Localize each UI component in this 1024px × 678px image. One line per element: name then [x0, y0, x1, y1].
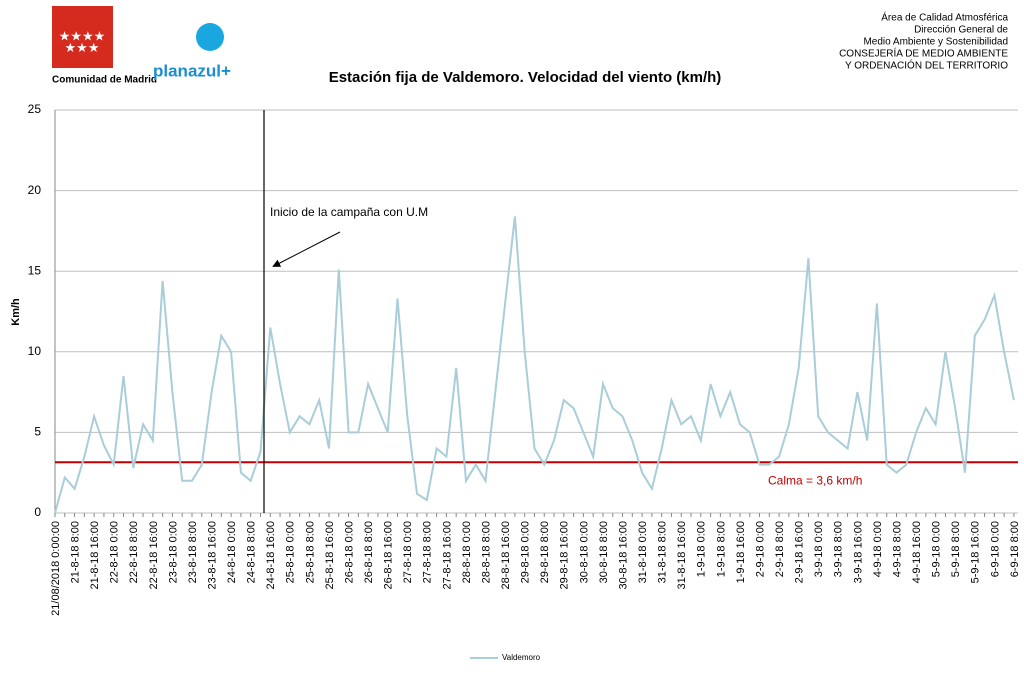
- x-tick-label: 28-8-18 0:00: [461, 521, 473, 583]
- x-tick-label: 2-9-18 16:00: [794, 521, 806, 583]
- y-tick-label: 10: [28, 344, 42, 358]
- x-tick-label: 27-8-18 0:00: [402, 521, 414, 583]
- agency-line: CONSEJERÍA DE MEDIO AMBIENTE: [839, 47, 1008, 60]
- x-tick-label: 30-8-18 8:00: [598, 521, 610, 583]
- x-tick-label: 5-9-18 8:00: [950, 521, 962, 577]
- x-tick-label: 27-8-18 8:00: [422, 521, 434, 583]
- x-tick-label: 31-8-18 0:00: [637, 521, 649, 583]
- y-tick-label: 5: [34, 425, 41, 439]
- plot: 0 5 10 15 20 25 21/08/2018 0:00:00 21-8-18 8:00…: [28, 102, 1021, 662]
- x-tick-label: 1-9-18 0:00: [696, 521, 708, 577]
- x-tick-label: 29-8-18 16:00: [559, 521, 571, 590]
- x-tick-label: 26-8-18 16:00: [383, 521, 395, 590]
- y-tick-label: 20: [28, 183, 42, 197]
- calm-label: Calma = 3,6 km/h: [768, 473, 862, 487]
- agency-line: Dirección General de: [914, 25, 1008, 36]
- x-tick-label: 2-9-18 0:00: [754, 521, 766, 577]
- x-tick-label: 1-9-18 16:00: [735, 521, 747, 583]
- madrid-flag: [52, 6, 113, 68]
- x-tick-label: 28-8-18 16:00: [500, 521, 512, 590]
- x-tick-label: 30-8-18 0:00: [578, 521, 590, 583]
- x-tick-label: 24-8-18 8:00: [246, 521, 258, 583]
- x-tick-label: 27-8-18 16:00: [441, 521, 453, 590]
- x-tick-label: 21-8-18 8:00: [69, 521, 81, 583]
- x-tick-label: 31-8-18 16:00: [676, 521, 688, 590]
- logo-left: Comunidad de Madrid: [52, 75, 157, 86]
- x-tick-label: 6-9-18 0:00: [989, 521, 1001, 577]
- x-tick-label: 21/08/2018 0:00:00: [50, 521, 62, 616]
- x-tick-label: 5-9-18 0:00: [931, 521, 943, 577]
- x-tick-label: 28-8-18 8:00: [480, 521, 492, 583]
- y-tick-label: 0: [34, 505, 41, 519]
- agency-line: Medio Ambiente y Sostenibilidad: [863, 37, 1008, 48]
- x-tick-label: 31-8-18 8:00: [657, 521, 669, 583]
- data-line: [54, 216, 1015, 514]
- chart-title: Estación fija de Valdemoro. Velocidad de…: [329, 69, 722, 86]
- planazul-icon: [196, 23, 224, 51]
- x-tick-label: 26-8-18 0:00: [343, 521, 355, 583]
- header: ★★★★ ★★★ Comunidad de Madrid planazul+ Ár…: [52, 6, 1008, 86]
- x-tick-label: 3-9-18 8:00: [833, 521, 845, 577]
- x-tick-label: 4-9-18 8:00: [891, 521, 903, 577]
- x-tick-label: 29-8-18 0:00: [520, 521, 532, 583]
- x-tick-label: 23-8-18 8:00: [187, 521, 199, 583]
- x-tick-label: 6-9-18 8:00: [1009, 521, 1021, 577]
- x-tick-label: 25-8-18 0:00: [285, 521, 297, 583]
- x-tick-label: 21-8-18 16:00: [89, 521, 101, 590]
- x-tick-label: 29-8-18 8:00: [539, 521, 551, 583]
- x-tick-label: 22-8-18 16:00: [148, 521, 160, 590]
- x-tick-label: 2-9-18 8:00: [774, 521, 786, 577]
- y-axis-label: Km/h: [10, 298, 22, 326]
- x-tick-label: 3-9-18 16:00: [852, 521, 864, 583]
- y-tick-label: 15: [28, 263, 42, 277]
- x-tick-label: 30-8-18 16:00: [617, 521, 629, 590]
- y-tick-label: 25: [28, 102, 42, 116]
- x-tick-label: 4-9-18 0:00: [872, 521, 884, 577]
- x-tick-label: 23-8-18 16:00: [206, 521, 218, 590]
- x-tick-label: 24-8-18 0:00: [226, 521, 238, 583]
- agency-line: Área de Calidad Atmosférica: [881, 11, 1008, 24]
- x-tick-label: 3-9-18 0:00: [813, 521, 825, 577]
- stars: ★★★★ ★★★: [59, 28, 106, 55]
- agency-line: Y ORDENACIÓN DEL TERRITORIO: [845, 59, 1008, 72]
- x-tick-label: 22-8-18 8:00: [128, 521, 140, 583]
- logo-right: planazul+: [153, 61, 231, 80]
- x-tick-label: 25-8-18 16:00: [324, 521, 336, 590]
- x-tick-label: 24-8-18 16:00: [265, 521, 277, 590]
- x-tick-label: 25-8-18 8:00: [304, 521, 316, 583]
- x-tick-label: 26-8-18 8:00: [363, 521, 375, 583]
- annotation: Inicio de la campaña con U.M: [270, 205, 428, 219]
- x-tick-label: 4-9-18 16:00: [911, 521, 923, 583]
- x-tick-label: 23-8-18 0:00: [167, 521, 179, 583]
- x-tick-label: 22-8-18 0:00: [109, 521, 121, 583]
- x-tick-label: 5-9-18 16:00: [970, 521, 982, 583]
- legend-label: Valdemoro: [502, 653, 541, 662]
- x-tick-label: 1-9-18 8:00: [715, 521, 727, 577]
- annotation-arrow: [272, 231, 341, 267]
